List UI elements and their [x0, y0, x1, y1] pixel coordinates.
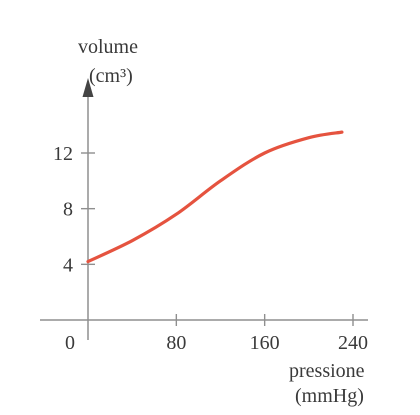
x-tick-label-160: 160 [250, 332, 280, 354]
x-tick-label-240: 240 [338, 332, 368, 354]
x-axis-label-unit: (mmHg) [295, 385, 364, 407]
x-tick-label-80: 80 [166, 332, 186, 354]
y-tick-label-12: 12 [53, 143, 73, 165]
y-axis-arrowhead [82, 78, 94, 97]
y-tick-label-4: 4 [63, 254, 73, 276]
x-tick-label-0: 0 [65, 332, 75, 354]
volume-pressure-curve-0 [86, 130, 344, 264]
y-axis-label-unit: (cm³) [89, 65, 133, 87]
y-tick-label-8: 8 [63, 199, 73, 221]
y-axis-label-volume: volume [78, 36, 138, 58]
series-layer [86, 130, 344, 264]
x-axis-group: pressione (mmHg) [40, 319, 368, 407]
x-axis-label-pressione: pressione [289, 360, 365, 382]
y-axis-group: volume (cm³) [78, 36, 138, 340]
ticks-layer: 0 80 160 240 4 8 12 [53, 143, 368, 354]
